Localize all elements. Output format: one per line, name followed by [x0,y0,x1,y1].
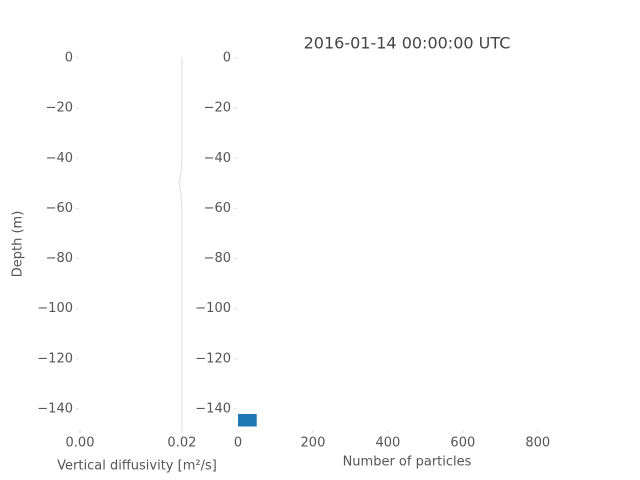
x-tick-label: 0 [234,436,242,451]
x-axis-label: Number of particles [343,455,472,470]
y-tick-label: −20 [204,101,231,116]
y-tick-label: 0 [65,51,73,66]
x-tick-label: 800 [525,436,550,451]
y-tick-label: −140 [37,401,73,416]
chart-title: 2016-01-14 00:00:00 UTC [304,34,511,53]
x-tick-label: 600 [450,436,475,451]
x-tick-label: 200 [301,436,326,451]
y-tick-label: −60 [46,201,73,216]
y-tick-label: −80 [46,251,73,266]
y-tick-label: −120 [37,351,73,366]
y-axis-label: Depth (m) [11,211,26,278]
y-tick-label: −40 [46,151,73,166]
y-tick-label: −100 [195,301,231,316]
y-tick-label: 0 [223,51,231,66]
y-tick-label: −100 [37,301,73,316]
x-axis-label: Vertical diffusivity [m²/s] [57,459,217,474]
y-tick-label: −140 [195,401,231,416]
profile-line [178,58,183,429]
y-tick-label: −60 [204,201,231,216]
y-tick-label: −40 [204,151,231,166]
x-tick-label: 0.02 [167,436,196,451]
y-tick-label: −120 [195,351,231,366]
histogram-bar [238,413,257,427]
x-tick-label: 400 [375,436,400,451]
y-tick-label: −20 [46,101,73,116]
y-tick-label: −80 [204,251,231,266]
x-tick-label: 0.00 [66,436,95,451]
